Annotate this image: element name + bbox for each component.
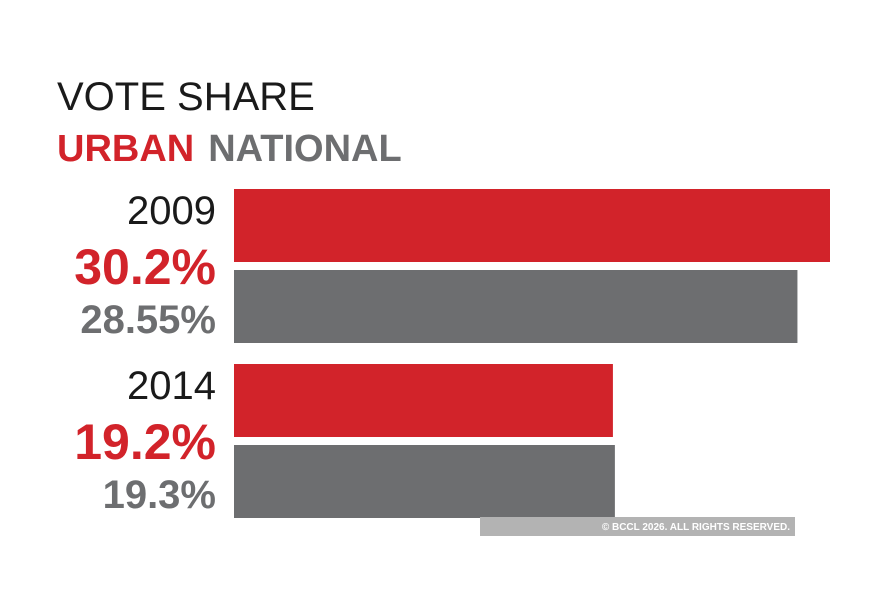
chart-title: VOTE SHARE [57, 75, 315, 119]
legend-entry: NATIONAL [208, 128, 402, 170]
bar [234, 445, 615, 518]
legend-entry: URBAN [57, 128, 194, 170]
watermark-bg [480, 517, 795, 536]
bar [234, 270, 798, 343]
value-label: 30.2% [74, 239, 216, 295]
bar [234, 364, 613, 437]
watermark: © BCCL 2026. ALL RIGHTS RESERVED. [602, 522, 790, 533]
category-label: 2009 [127, 189, 216, 233]
bar [234, 189, 830, 262]
value-label: 19.2% [74, 414, 216, 470]
category-label: 2014 [127, 364, 216, 408]
value-label: 28.55% [80, 298, 216, 342]
value-label: 19.3% [103, 473, 216, 517]
